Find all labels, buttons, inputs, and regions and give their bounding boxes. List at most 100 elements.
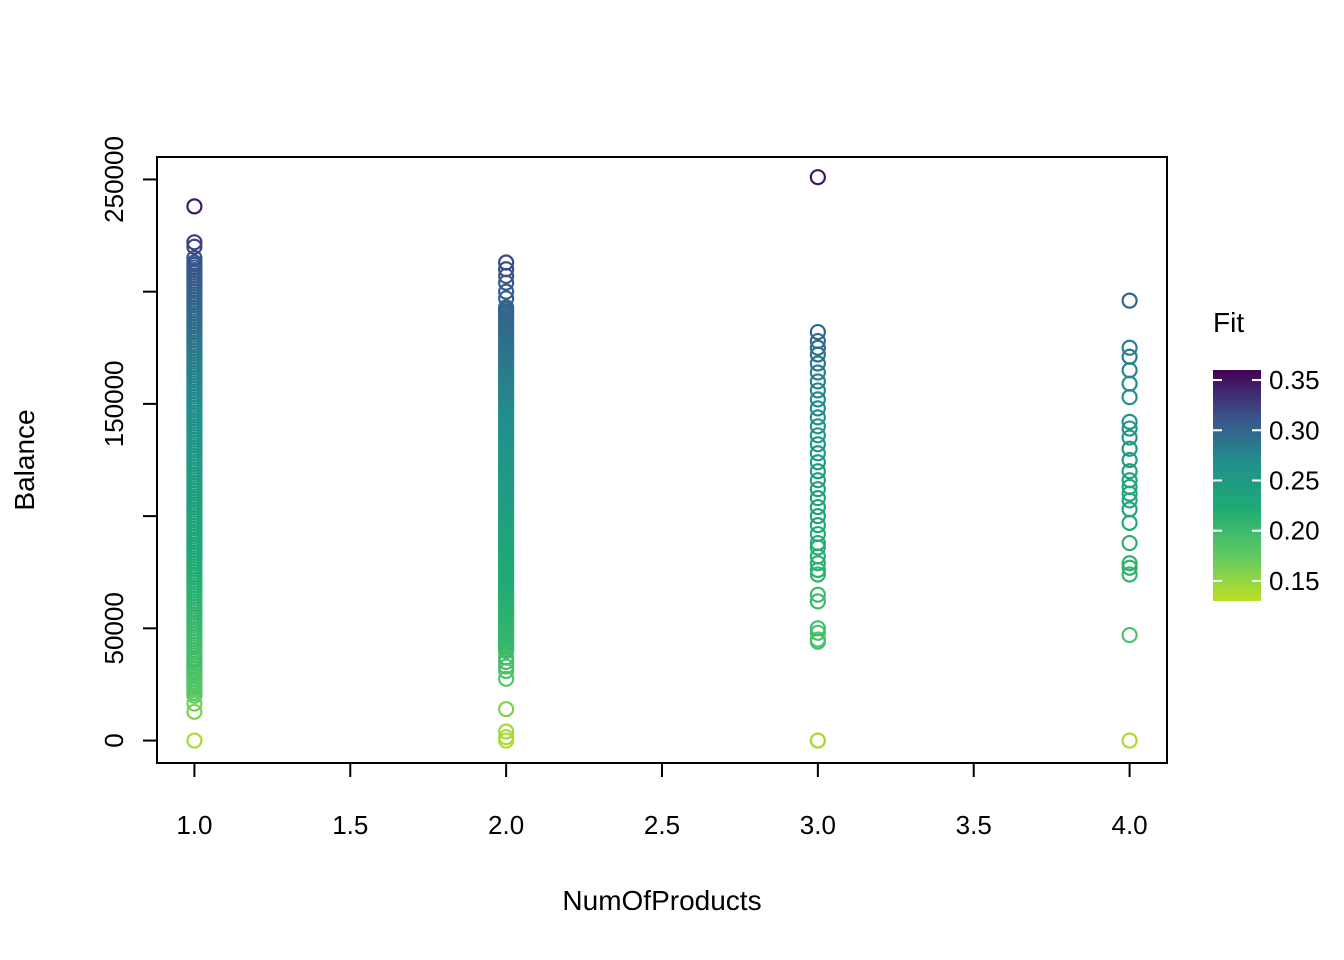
data-point xyxy=(809,418,826,435)
data-point xyxy=(809,620,826,637)
legend-title: Fit xyxy=(1213,307,1244,338)
legend-tick-label: 0.20 xyxy=(1269,516,1320,546)
data-point xyxy=(809,409,826,426)
x-axis: 1.0 1.5 2.0 2.5 3.0 3.5 4.0 xyxy=(176,763,1148,840)
data-point xyxy=(1121,566,1138,583)
plot-frame xyxy=(156,156,1168,764)
data-point xyxy=(809,624,826,641)
data-point xyxy=(186,249,203,267)
data-point xyxy=(498,670,515,687)
legend-tick-label: 0.25 xyxy=(1269,465,1320,495)
legend-tick-label: 0.15 xyxy=(1269,566,1320,596)
data-point xyxy=(1121,389,1138,406)
y-tick-label: 250000 xyxy=(99,136,129,223)
data-point xyxy=(809,339,826,356)
data-point xyxy=(1121,362,1138,379)
data-point xyxy=(498,701,515,718)
data-point xyxy=(186,675,203,692)
data-point xyxy=(809,364,826,381)
data-point xyxy=(1121,440,1138,457)
data-point xyxy=(1121,732,1138,749)
data-point xyxy=(186,254,203,271)
points-layer xyxy=(186,169,1138,749)
data-point xyxy=(809,508,826,525)
data-point xyxy=(809,490,826,507)
data-point xyxy=(1121,478,1138,496)
data-point xyxy=(809,525,826,543)
data-point xyxy=(498,254,515,271)
data-point xyxy=(809,332,826,350)
data-point xyxy=(498,649,515,666)
data-point xyxy=(1121,501,1138,518)
data-point xyxy=(1121,413,1138,430)
legend-tick-label: 0.35 xyxy=(1269,365,1320,395)
data-point xyxy=(809,472,826,489)
data-point xyxy=(809,382,826,399)
data-point xyxy=(1121,451,1138,469)
y-tick-label: 50000 xyxy=(99,592,129,664)
data-point xyxy=(809,436,826,453)
data-point xyxy=(809,323,826,341)
data-point xyxy=(809,445,826,462)
data-point xyxy=(809,463,826,480)
data-point xyxy=(186,198,203,215)
data-point xyxy=(498,723,515,740)
data-point xyxy=(498,729,515,746)
data-point xyxy=(809,586,826,603)
data-point xyxy=(1121,348,1138,365)
legend-colorbar xyxy=(1213,370,1261,601)
data-point xyxy=(498,261,515,278)
data-point xyxy=(1121,472,1138,489)
data-point xyxy=(1121,514,1138,531)
y-tick-label: 0 xyxy=(99,733,129,747)
x-axis-title: NumOfProducts xyxy=(562,885,761,916)
data-point xyxy=(1121,559,1138,576)
y-axis: 0 50000 150000 250000 xyxy=(99,136,157,748)
data-point xyxy=(809,555,826,572)
data-point xyxy=(809,566,826,583)
data-point xyxy=(809,631,826,648)
data-point xyxy=(1121,463,1138,480)
data-point xyxy=(1121,292,1138,309)
legend-tick-label: 0.30 xyxy=(1269,415,1320,445)
x-tick-label: 3.0 xyxy=(800,810,836,840)
data-point xyxy=(186,234,203,251)
data-point xyxy=(809,454,826,471)
data-point xyxy=(186,238,203,255)
data-point xyxy=(186,658,203,675)
data-point xyxy=(1121,420,1138,437)
data-point xyxy=(809,355,826,372)
x-tick-label: 1.5 xyxy=(332,810,368,840)
data-point xyxy=(498,658,515,675)
data-point xyxy=(498,299,515,316)
data-point xyxy=(809,481,826,498)
y-tick-label: 150000 xyxy=(99,361,129,448)
color-legend: Fit 0.35 0.30 0.25 0.20 0.15 xyxy=(1213,307,1320,601)
data-point xyxy=(1121,626,1138,644)
data-point xyxy=(498,283,515,300)
data-point xyxy=(186,695,203,712)
data-point xyxy=(809,732,826,749)
x-tick-label: 2.5 xyxy=(644,810,680,840)
data-point xyxy=(809,400,826,417)
data-point xyxy=(186,663,203,681)
data-point xyxy=(809,169,826,186)
data-point xyxy=(1121,375,1138,392)
x-tick-label: 4.0 xyxy=(1112,810,1148,840)
data-point xyxy=(186,703,203,720)
data-point xyxy=(809,373,826,390)
data-point xyxy=(1121,534,1138,552)
data-point xyxy=(809,534,826,552)
data-point xyxy=(809,427,826,444)
data-point xyxy=(186,651,203,668)
data-point xyxy=(809,516,826,534)
data-point xyxy=(809,499,826,516)
data-point xyxy=(498,653,515,671)
data-point xyxy=(1121,339,1138,356)
data-point xyxy=(1121,555,1138,572)
data-point xyxy=(498,642,515,659)
x-tick-label: 2.0 xyxy=(488,810,524,840)
y-axis-title: Balance xyxy=(9,409,40,510)
legend-ticks: 0.35 0.30 0.25 0.20 0.15 xyxy=(1213,365,1320,596)
